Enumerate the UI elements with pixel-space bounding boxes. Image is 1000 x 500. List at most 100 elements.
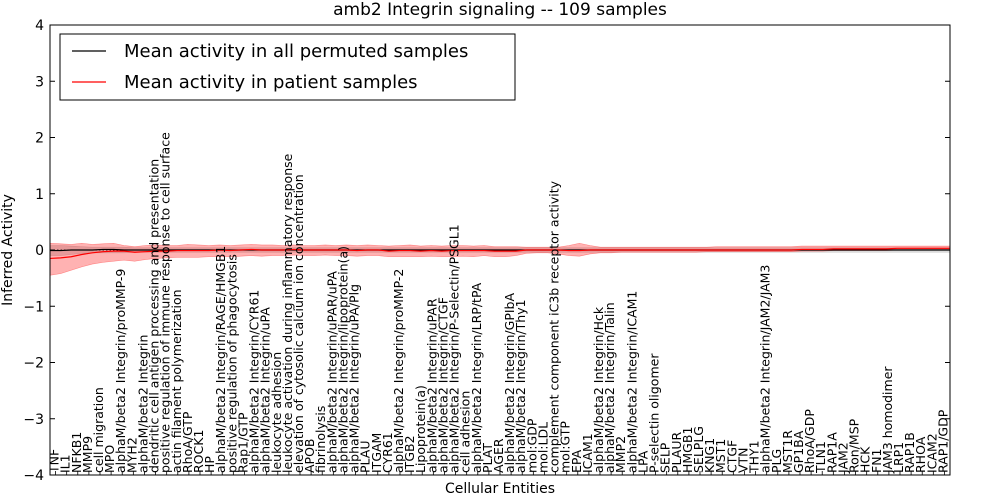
category-label: fibrinolysis (313, 406, 328, 473)
category-label: alphaM/beta2 Integrin/Talin (602, 302, 617, 473)
y-tick-label: 2 (35, 131, 44, 147)
category-label: RHOA (913, 436, 928, 473)
category-label: alphaM/beta2 Integrin/LRP/tPA (469, 282, 484, 473)
category-label: alphaM/beta2 Integrin/ICAM1 (624, 291, 639, 473)
category-label: TLN1 (813, 441, 828, 474)
category-label: P-selectin oligomer (647, 353, 662, 473)
category-label: RhoA/GTP (180, 411, 195, 473)
category-label: alphaM/beta2 Integrin/proMMP-9 (113, 269, 128, 473)
legend-label: Mean activity in patient samples (124, 72, 418, 93)
category-label: HCK (858, 446, 873, 473)
y-tick-label: 3 (35, 74, 44, 90)
category-label: LPA (635, 450, 650, 473)
category-label: RhoA/GDP (802, 409, 817, 473)
category-label: SELPLG (691, 426, 706, 473)
category-label: Lipoprotein(a) (413, 385, 428, 473)
y-axis-label: Inferred Activity (0, 194, 16, 306)
category-label: alphaM/beta2 Integrin/CYR61 (247, 290, 262, 473)
y-tick-label: −1 (23, 299, 44, 315)
category-label: JAM2 (835, 442, 850, 474)
category-label: mol:GTP (558, 421, 573, 473)
category-label: positive regulation of immune response t… (158, 132, 173, 473)
category-label: MPO (102, 445, 117, 473)
category-label: MST1R (780, 430, 795, 473)
category-label: AGER (491, 438, 506, 473)
category-label: EPA (569, 449, 584, 473)
category-label: alphaM/beta2 Integrin/RAGE/HMGB1 (213, 246, 228, 473)
category-label: IL1 (58, 454, 73, 473)
category-label: PLAT (480, 443, 495, 473)
category-label: positive regulation of phagocytosis (224, 254, 239, 473)
category-label: ICAM2 (924, 433, 939, 473)
category-label: complement component iC3b receptor activ… (547, 180, 562, 473)
category-label: alphaM/beta2 Integrin/P-Selectin/PSGL1 (447, 224, 462, 473)
category-label: KNG1 (702, 438, 717, 473)
category-label: Rap1/GTP (235, 412, 250, 473)
category-label: MMP9 (80, 436, 95, 473)
category-label: NFKB1 (69, 432, 84, 473)
x-axis-label: Cellular Entities (445, 481, 555, 497)
category-label: SELP (658, 442, 673, 473)
category-label: alphaM/beta2 Integrin/GPIbA (502, 293, 517, 473)
category-label: ITGB2 (402, 435, 417, 473)
category-label: alphaM/beta2 Integrin/CTGF (435, 297, 450, 473)
category-label: CYR61 (380, 432, 395, 473)
chart-title: amb2 Integrin signaling -- 109 samples (333, 0, 667, 20)
y-tick-label: 4 (35, 18, 44, 34)
category-label: ICAM1 (580, 433, 595, 473)
category-label: RAP1/GDP (935, 409, 950, 473)
category-label: PLAUR (669, 432, 684, 473)
category-label: alphaM/beta2 Integrin/lipoprotein(a) (335, 246, 350, 473)
category-label: HP (202, 456, 217, 473)
category-label: ITGAM (369, 433, 384, 473)
patient-mean-line (49, 247, 950, 260)
category-label: TNF (47, 449, 62, 474)
y-tick-label: 0 (35, 243, 44, 259)
category-label: actin filament polymerization (169, 289, 184, 473)
y-tick-label: −3 (23, 412, 44, 428)
category-label: ROCK1 (191, 430, 206, 473)
category-label: mol:LDL (535, 422, 550, 473)
category-label: PLG (769, 449, 784, 473)
category-label: MMP2 (613, 436, 628, 473)
category-label: alphaM/beta2 Integrin/uPAR/uPA (324, 271, 339, 473)
category-label: alphaM/beta2 Integrin/JAM2/JAM3 (758, 265, 773, 473)
category-label: PLAU (358, 441, 373, 474)
category-label: alphaM/beta2 Integrin/Thy1 (513, 299, 528, 473)
category-label: mol:GDP (524, 418, 539, 473)
category-label: leukocyte activation during inflammatory… (280, 153, 295, 473)
legend-box (59, 33, 516, 101)
category-label: RAP1B (902, 432, 917, 473)
category-label: HMGB1 (680, 427, 695, 473)
category-label: alphaM/beta2 Integrin/uPA/Plg (347, 284, 362, 473)
category-label: MST1 (713, 439, 728, 473)
category-label: alphaM/beta2 Integrin/uPA (258, 307, 273, 473)
category-label: APOB (302, 438, 317, 473)
category-label: cell migration (91, 387, 106, 473)
category-label: alphaM/beta2 Integrin/proMMP-2 (391, 269, 406, 473)
y-tick-label: 1 (35, 187, 44, 203)
y-tick-label: −4 (23, 468, 44, 484)
category-label: alphaM/beta2 Integrin/uPAR (424, 298, 439, 473)
category-label: Ron/MSP (847, 418, 862, 473)
category-label: alphaM/beta2 Integrin/Hck (591, 306, 606, 473)
category-label: CTGF (724, 440, 739, 473)
category-label: cell adhesion (458, 391, 473, 473)
category-label: LRP1 (891, 442, 906, 473)
category-label: RAP1A (824, 432, 839, 473)
category-label: leukocyte adhesion (269, 352, 284, 473)
category-label: THY1 (747, 440, 762, 474)
legend: Mean activity in all permuted samples Mea… (59, 33, 516, 101)
category-label: FN1 (869, 449, 884, 474)
category-label: JAM3 homodimer (880, 366, 895, 474)
category-label: VTN (735, 447, 750, 473)
category-label: alphaM/beta2 Integrin (135, 335, 150, 473)
category-label: MYH2 (124, 437, 139, 473)
category-label: elevation of cytosolic calcium ion conce… (291, 174, 306, 473)
y-tick-label: −2 (23, 356, 44, 372)
category-label: GP1BA (791, 430, 806, 473)
category-label: dendritic cell antigen processing and pr… (147, 159, 162, 473)
